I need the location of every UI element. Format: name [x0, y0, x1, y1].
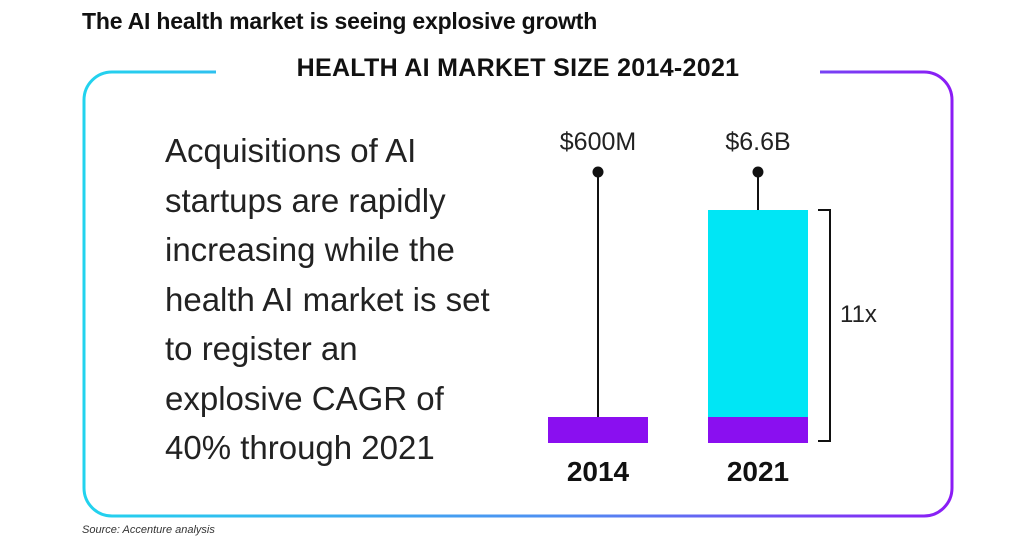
- growth-bracket: [818, 209, 831, 442]
- value-label-2021: $6.6B: [725, 128, 790, 156]
- bar-base-2021: [708, 417, 808, 443]
- description-text: Acquisitions of AI startups are rapidly …: [165, 132, 490, 466]
- category-label-2021: 2021: [727, 456, 789, 487]
- value-label-2014: $600M: [560, 128, 636, 156]
- source-note: Source: Accenture analysis: [82, 524, 215, 536]
- growth-multiplier-label: 11x: [840, 301, 877, 328]
- category-label-2014: 2014: [567, 456, 630, 487]
- value-dot-2021: [752, 166, 764, 178]
- bar-growth-2021: [708, 210, 808, 417]
- bar-base-2014: [548, 417, 648, 443]
- chart-title: HEALTH AI MARKET SIZE 2014-2021: [216, 54, 820, 83]
- value-dot-2014: [592, 166, 604, 178]
- page-title: The AI health market is seeing explosive…: [82, 8, 598, 34]
